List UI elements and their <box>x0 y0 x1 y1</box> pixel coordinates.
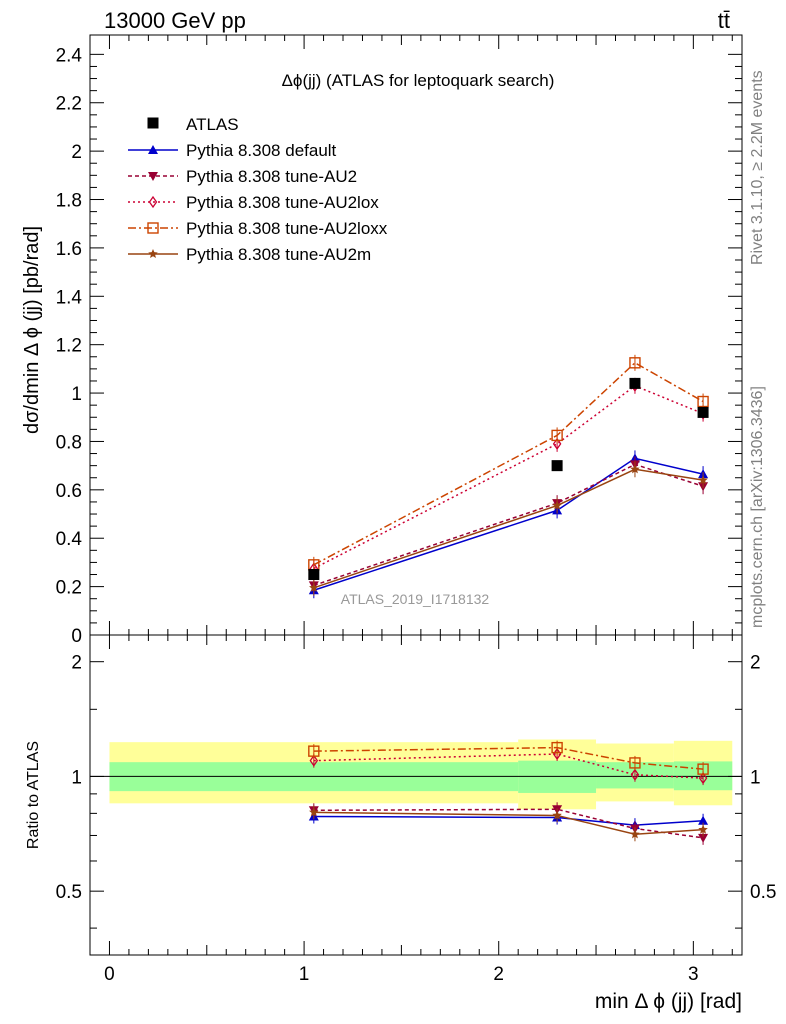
series-point-4 <box>552 500 562 510</box>
legend-label-2: Pythia 8.308 tune-AU2lox <box>186 193 379 212</box>
ratio-point-4 <box>309 807 319 817</box>
ratio-tick-label: 2 <box>71 653 82 674</box>
y-tick-label: 0.8 <box>56 432 82 453</box>
ratio-axis-label: Ratio to ATLAS <box>25 741 42 849</box>
y-tick-label: 2 <box>71 142 82 163</box>
rivet-label: Rivet 3.1.10, ≥ 2.2M events <box>749 70 766 265</box>
legend-label-3: Pythia 8.308 tune-AU2loxx <box>186 219 388 238</box>
series-point-3 <box>697 395 709 408</box>
x-tick-label: 1 <box>299 964 310 985</box>
ratio-panel: 0.5 0.5 1 1 2 2 0 1 2 3 <box>56 634 776 985</box>
ratio-tick-label-right: 2 <box>750 653 761 674</box>
ratio-point-3 <box>629 757 641 769</box>
energy-label: 13000 GeV pp <box>104 8 246 33</box>
ratio-line-4 <box>313 811 704 836</box>
series-line-2 <box>313 384 704 570</box>
ratio-point-2 <box>630 768 640 781</box>
ratio-line-3 <box>313 746 704 770</box>
series-point-2 <box>552 437 562 451</box>
ratio-line-2 <box>313 753 704 779</box>
series-line-3 <box>313 361 704 566</box>
legend-label-0: Pythia 8.308 default <box>186 141 337 160</box>
legend-marker-4 <box>148 249 158 259</box>
series-line-1 <box>313 463 704 587</box>
mcplots-label: mcplots.cern.ch [arXiv:1306.3436] <box>749 386 766 628</box>
legend-label-4: Pythia 8.308 tune-AU2m <box>186 245 371 264</box>
ratio-line-1 <box>313 808 704 839</box>
ratio-tick-label: 0.5 <box>56 882 82 903</box>
y-tick-label: 2.2 <box>56 94 82 115</box>
x-tick-label: 3 <box>688 964 699 985</box>
series-point-3 <box>629 357 641 369</box>
data-point <box>697 406 709 418</box>
legend-marker-0 <box>148 145 158 154</box>
ratio-point-1 <box>698 833 709 843</box>
ratio-point-3 <box>551 741 563 754</box>
y-tick-label: 1.8 <box>56 191 82 212</box>
ratio-point-3 <box>308 745 320 757</box>
ratio-point-3 <box>697 763 709 775</box>
ratio-point-4 <box>630 829 640 839</box>
ratio-frame <box>89 634 743 956</box>
legend-label-1: Pythia 8.308 tune-AU2 <box>186 167 357 186</box>
y-tick-label: 1 <box>71 384 82 405</box>
legend-label-data: ATLAS <box>186 115 239 134</box>
y-tick-label: 0.4 <box>56 529 83 550</box>
series-line-0 <box>313 457 704 591</box>
legend-marker-3 <box>147 222 159 234</box>
y-tick-label: 0.6 <box>56 481 82 502</box>
analysis-tag: ATLAS_2019_I1718132 <box>341 591 490 607</box>
y-tick-label: 0 <box>71 626 82 647</box>
data-point <box>308 569 320 581</box>
y-tick-label: 1.4 <box>56 287 83 308</box>
ratio-point-4 <box>552 810 562 820</box>
y-tick-label: 1.6 <box>56 239 82 260</box>
data-point <box>629 377 641 389</box>
ratio-tick-label-right: 1 <box>750 767 761 788</box>
x-axis-label: min Δ ϕ (jj) [rad] <box>595 990 742 1013</box>
series-point-4 <box>698 475 708 485</box>
process-label: tt̄ <box>718 8 730 33</box>
ratio-point-2 <box>309 754 319 767</box>
ratio-point-0 <box>698 815 709 825</box>
legend-marker-2 <box>148 195 158 209</box>
series-point-4 <box>309 582 319 592</box>
y-tick-label: 0.2 <box>56 578 82 599</box>
ratio-tick-label-right: 0.5 <box>750 882 776 903</box>
legend-marker-data <box>147 117 159 129</box>
ratio-line-0 <box>313 815 704 826</box>
ratio-tick-label: 1 <box>71 767 82 788</box>
y-tick-label: 2.4 <box>56 45 83 66</box>
x-tick-label: 2 <box>493 964 504 985</box>
series-line-4 <box>313 468 704 589</box>
series-point-3 <box>551 429 563 442</box>
y-tick-label: 1.2 <box>56 336 82 357</box>
legend-marker-1 <box>148 172 158 181</box>
series-point-4 <box>630 464 640 474</box>
y-axis-label: dσ/dmin Δ ϕ (jj) [pb/rad] <box>21 226 43 434</box>
x-tick-label: 0 <box>104 964 115 985</box>
ratio-point-2 <box>698 771 708 785</box>
data-point <box>551 460 563 472</box>
ratio-point-4 <box>698 824 708 834</box>
main-panel: 0 0.2 0.4 0.6 0.8 1 1.2 1.4 1.6 1.8 2 2.2 2.4 <box>56 34 743 647</box>
legend: ATLAS Pythia 8.308 default Pythia 8.308 tu… <box>128 115 388 264</box>
chart-title: Δϕ(jj) (ATLAS for leptoquark search) <box>282 71 555 90</box>
